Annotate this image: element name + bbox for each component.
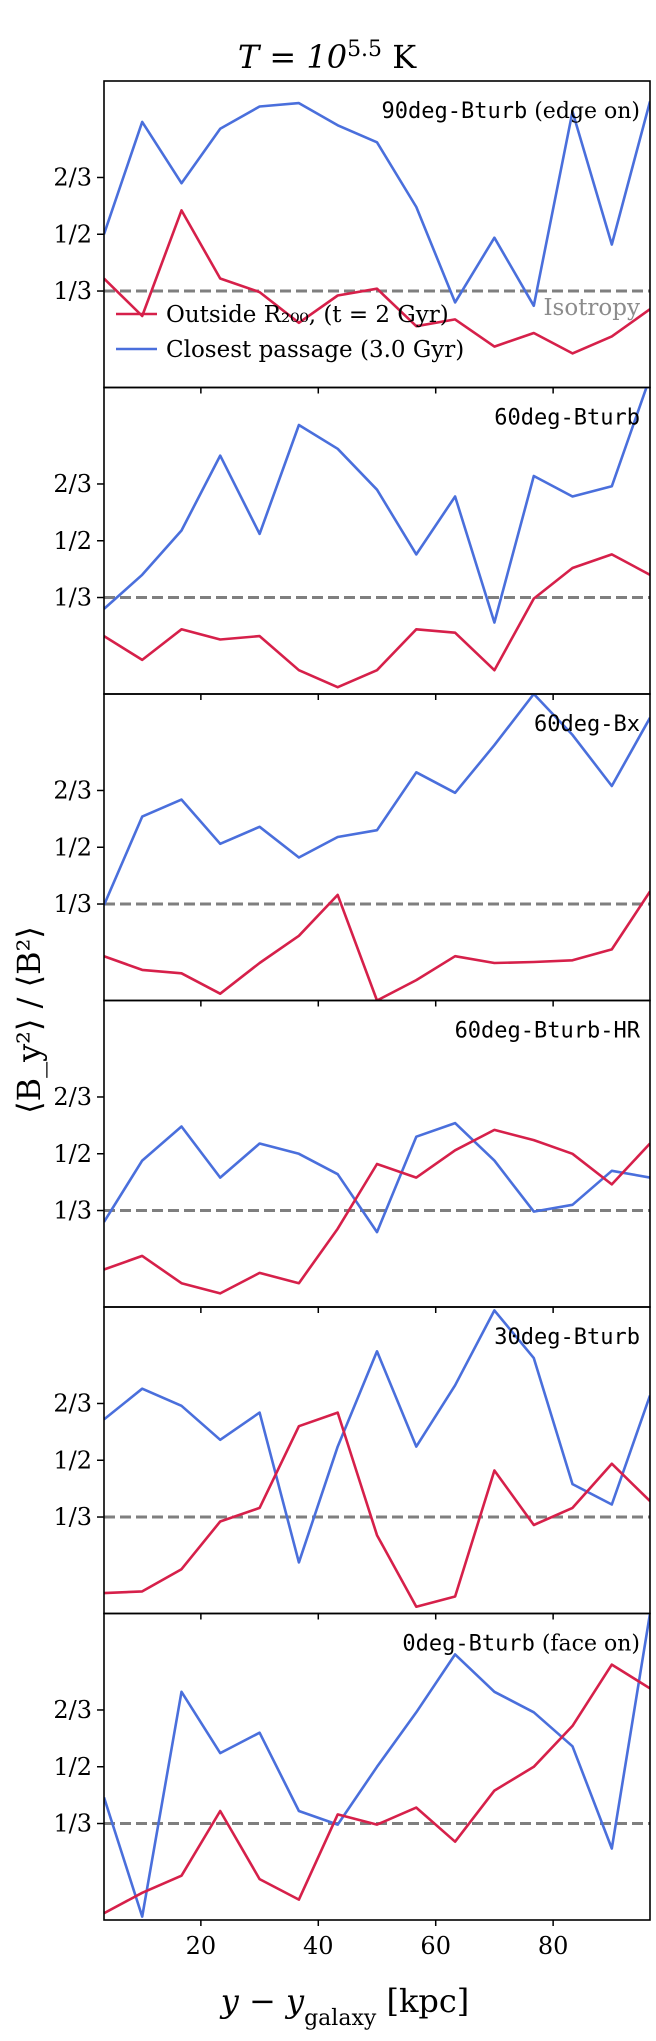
series-line-outside (104, 1663, 650, 1915)
series-line-closest (104, 694, 650, 906)
panel-frame (103, 386, 651, 695)
series-line-closest (104, 1121, 650, 1234)
y-tick-label: 2/3 (53, 1696, 92, 1724)
series-line-outside (104, 890, 650, 1001)
x-tick-label: 40 (303, 1932, 334, 1960)
panel-90deg-Bturb: 1/3 1/2 2/3 90deg-Bturb (edge on) Isotropy Ou… (53, 80, 651, 394)
x-axis-label: y − ygalaxy [kpc] (219, 1982, 469, 2031)
legend-label-closest: Closest passage (3.0 Gyr) (166, 337, 464, 363)
x-axis: 20 40 60 80 (186, 1932, 569, 1960)
x-tick-label: 60 (420, 1932, 451, 1960)
panels-group: 1/3 1/2 2/3 90deg-Bturb (edge on) Isotropy Ou… (53, 80, 651, 1926)
panel-label: 30deg-Bturb (494, 1325, 640, 1350)
y-tick-label: 1/2 (53, 1753, 92, 1781)
panel-60deg-Bturb-HR: 1/3 1/2 2/3 60deg-Bturb-HR (53, 999, 651, 1313)
series-line-closest (104, 387, 648, 624)
y-tick-label: 1/3 (53, 1197, 92, 1225)
y-tick-label: 2/3 (53, 163, 92, 191)
legend: Outside R₂₀₀, (t = 2 Gyr) Closest passage… (116, 302, 464, 363)
x-tick-label: 20 (186, 1932, 217, 1960)
series-line-outside (104, 209, 650, 355)
y-tick-label: 1/3 (53, 277, 92, 305)
panel-label: 60deg-Bturb (494, 406, 640, 431)
chart-title: T = 105.5 K (238, 37, 417, 77)
panel-frame (103, 999, 651, 1308)
series-line-closest (104, 1613, 650, 1918)
panel-30deg-Bturb: 1/3 1/2 2/3 30deg-Bturb (53, 1306, 651, 1620)
panel-0deg-Bturb: 1/3 1/2 2/3 0deg-Bturb (face on) (53, 1612, 651, 1926)
y-tick-label: 1/3 (53, 890, 92, 918)
y-tick-label: 1/3 (53, 584, 92, 612)
y-tick-label: 1/2 (53, 833, 92, 861)
y-tick-label: 1/3 (53, 1810, 92, 1838)
y-tick-label: 2/3 (53, 1389, 92, 1417)
isotropy-label: Isotropy (543, 295, 640, 321)
panel-label: 60deg-Bturb-HR (455, 1019, 641, 1044)
series-line-outside (104, 1411, 650, 1608)
y-tick-label: 1/2 (53, 1446, 92, 1474)
series-line-closest (104, 101, 650, 308)
y-tick-label: 1/2 (53, 1140, 92, 1168)
y-tick-label: 2/3 (53, 776, 92, 804)
y-tick-label: 2/3 (53, 470, 92, 498)
legend-label-outside: Outside R₂₀₀, (t = 2 Gyr) (166, 302, 449, 328)
y-tick-label: 1/3 (53, 1503, 92, 1531)
y-tick-label: 1/2 (53, 527, 92, 555)
panel-60deg-Bturb: 1/3 1/2 2/3 60deg-Bturb (53, 386, 651, 700)
panel-frame (103, 693, 651, 1002)
panel-60deg-Bx: 1/3 1/2 2/3 60deg-Bx (53, 693, 651, 1007)
x-tick-label: 80 (538, 1932, 569, 1960)
panel-label: 0deg-Bturb (face on) (402, 1632, 640, 1657)
series-line-outside (104, 1128, 650, 1295)
y-tick-label: 2/3 (53, 1083, 92, 1111)
y-tick-label: 1/2 (53, 220, 92, 248)
series-line-closest (104, 1309, 650, 1564)
panel-frame (103, 1612, 651, 1921)
panel-label: 90deg-Bturb (edge on) (382, 99, 640, 124)
panel-label: 60deg-Bx (534, 712, 640, 737)
series-line-outside (104, 553, 650, 689)
y-axis-label: ⟨B_y²⟩ / ⟨B²⟩ (10, 926, 48, 1114)
